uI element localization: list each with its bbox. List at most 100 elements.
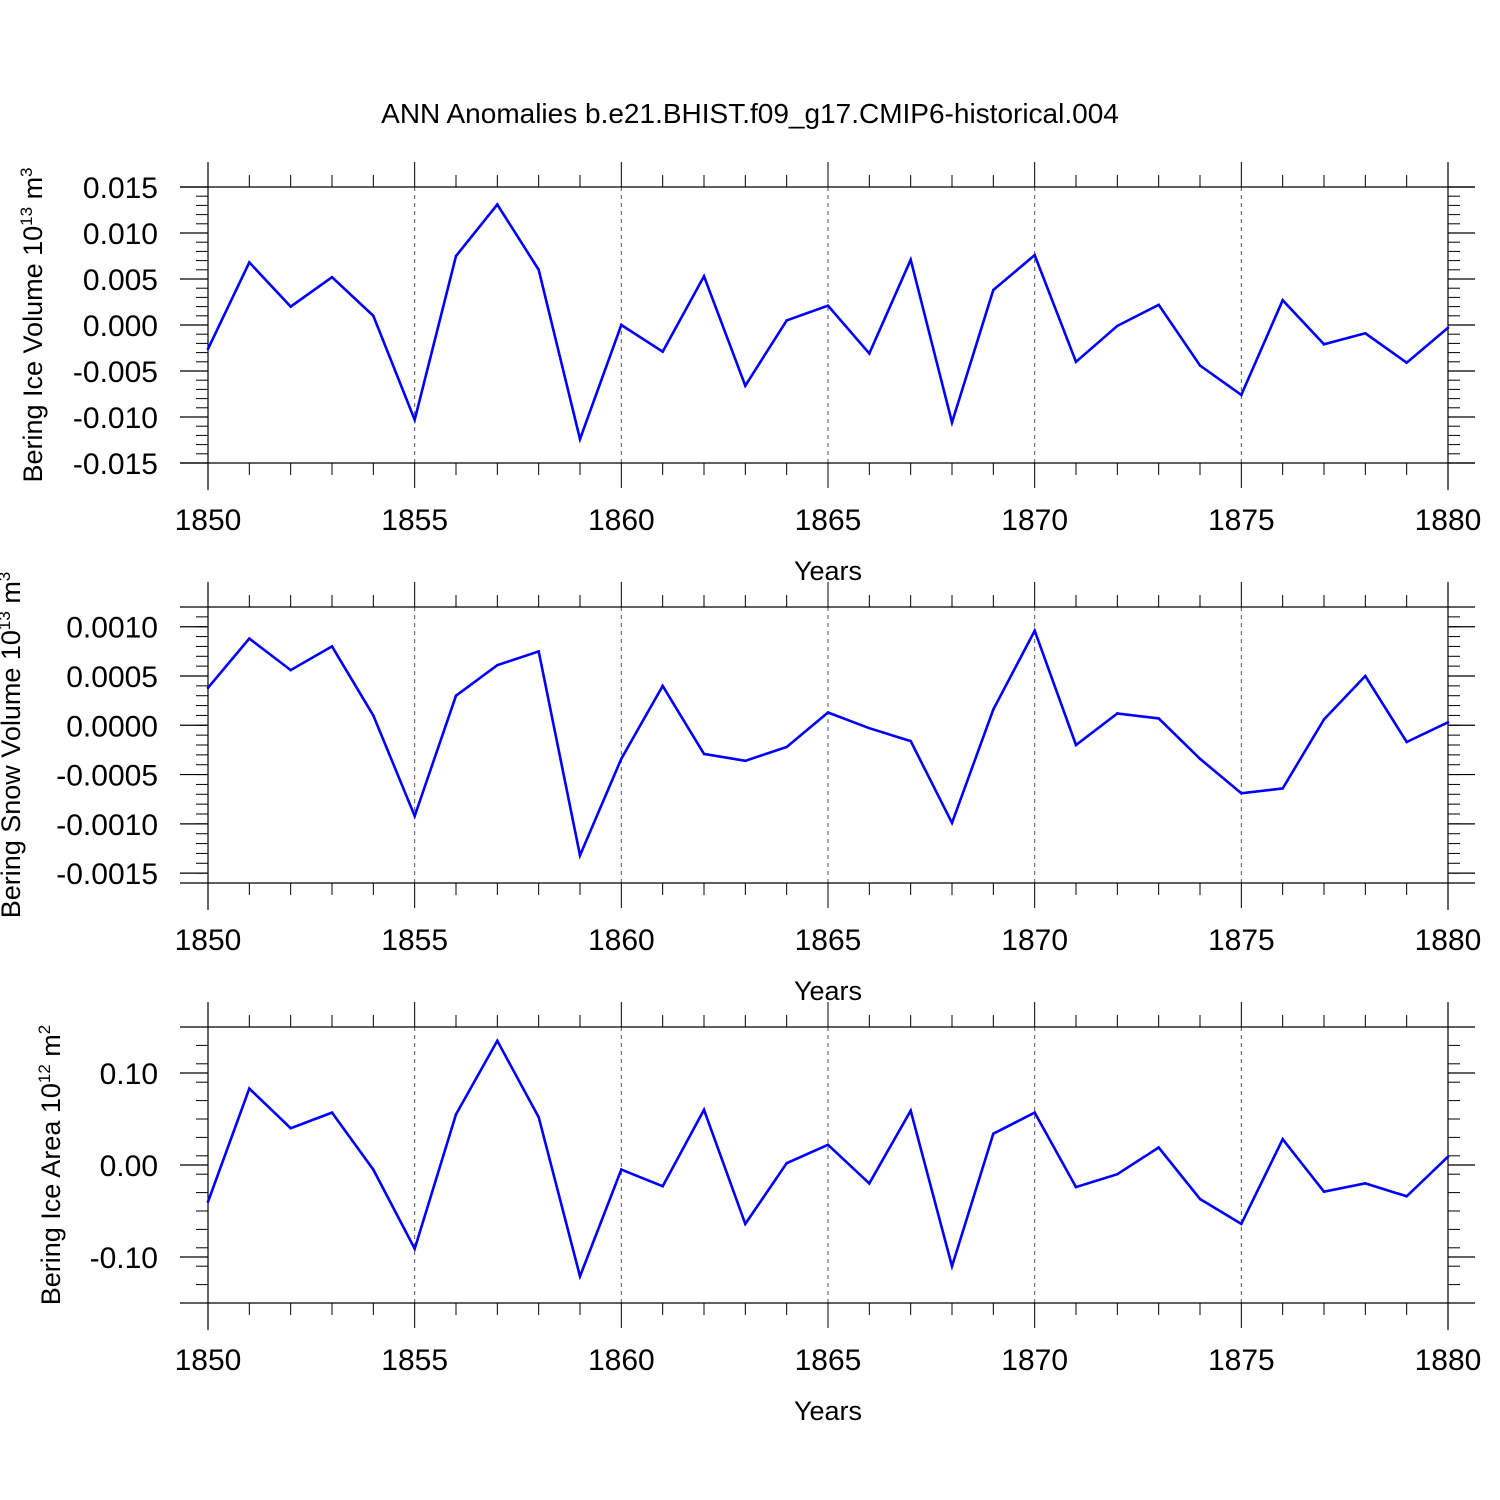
data-point [537, 1115, 540, 1119]
x-tick-label: 1855 [381, 1344, 448, 1377]
data-point [868, 726, 871, 730]
data-point [1281, 1137, 1284, 1141]
y-tick-label: -0.0015 [56, 858, 158, 891]
y-axis-label-superscript: 13 [17, 207, 36, 226]
data-point [785, 319, 788, 322]
panels: -0.015 -0.010 -0.005 0.000 0.005 0.010 0.015 18… [0, 162, 1481, 1426]
data-point [578, 854, 582, 857]
data-point [1364, 1182, 1367, 1185]
data-point [1116, 324, 1119, 328]
data-point [950, 821, 954, 825]
x-tick-label: 1850 [175, 1344, 242, 1377]
data-point [868, 1182, 871, 1185]
data-point [744, 759, 747, 763]
data-point [1074, 1185, 1078, 1189]
data-point [1364, 674, 1367, 678]
data-point [1074, 360, 1078, 364]
x-tick-label: 1850 [175, 504, 242, 537]
data-point [1157, 717, 1160, 720]
y-axis-label-part: Bering Snow Volume 10 [0, 630, 26, 918]
data-point [1322, 343, 1326, 346]
data-point [1446, 721, 1450, 724]
data-point [1033, 629, 1036, 632]
data-point [1405, 740, 1408, 744]
data-point [372, 1168, 375, 1171]
data-point [1116, 1172, 1119, 1176]
data-point [330, 645, 334, 648]
y-tick-label: 0.00 [100, 1150, 158, 1183]
data-point [1157, 303, 1160, 307]
y-axis-label-superscript: 13 [0, 611, 14, 630]
panel-2: -0.0015 -0.0010 -0.0005 0.0000 0.0005 0.0010 1… [0, 572, 1481, 1006]
x-tick-label: 1870 [1001, 1344, 1068, 1377]
x-axis-label: Years [794, 1396, 862, 1426]
y-tick-label: -0.0005 [56, 760, 158, 793]
data-point [826, 1143, 830, 1147]
x-axis-label: Years [794, 976, 862, 1006]
data-point [248, 637, 251, 640]
data-point [1240, 792, 1243, 795]
y-axis-label-part: m [0, 581, 26, 611]
y-axis-label-part: m [18, 177, 48, 207]
data-point [496, 203, 499, 206]
data-point [909, 739, 912, 743]
data-point [206, 1200, 210, 1204]
y-tick-label: 0.0010 [66, 612, 158, 645]
y-axis-label-part: Bering Ice Volume 10 [18, 226, 48, 483]
data-point [620, 757, 623, 761]
data-point [992, 1132, 995, 1136]
data-point [826, 711, 830, 714]
x-tick-label: 1860 [588, 924, 655, 957]
data-point [1198, 1197, 1202, 1201]
y-tick-label: -0.0010 [56, 809, 158, 842]
data-point [992, 708, 995, 711]
data-point [1405, 361, 1408, 365]
data-point [785, 1161, 788, 1165]
data-point [661, 350, 664, 353]
data-point [1322, 1190, 1326, 1193]
y-axis-label: Bering Snow Volume 1013 m3 [0, 572, 26, 919]
data-point [413, 418, 416, 422]
data-point [1322, 718, 1326, 721]
y-tick-label: 0.010 [83, 218, 158, 251]
y-axis-label-superscript: 2 [35, 1025, 54, 1034]
x-tick-label: 1865 [795, 1344, 862, 1377]
data-point [454, 254, 458, 258]
data-point [206, 686, 210, 690]
data-point [1364, 331, 1367, 335]
x-tick-label: 1870 [1001, 504, 1068, 537]
data-point [702, 752, 706, 756]
data-point [1198, 757, 1202, 761]
data-point [909, 1109, 912, 1113]
data-point [1033, 1111, 1036, 1114]
y-axis-label: Bering Ice Volume 1013 m3 [17, 167, 48, 482]
x-tick-label: 1880 [1415, 924, 1482, 957]
y-axis-label: Bering Ice Area 1012 m2 [35, 1025, 66, 1306]
data-point [289, 668, 292, 672]
data-point [661, 1184, 664, 1188]
y-tick-label: -0.015 [73, 448, 158, 481]
y-tick-label: 0.0005 [66, 661, 158, 694]
x-tick-label: 1865 [795, 504, 862, 537]
x-tick-label: 1855 [381, 504, 448, 537]
data-point [744, 384, 747, 388]
data-point [620, 1168, 623, 1171]
x-tick-label: 1870 [1001, 924, 1068, 957]
data-point [1074, 743, 1078, 747]
data-point [1281, 787, 1284, 790]
data-point [1405, 1194, 1408, 1198]
data-point [1446, 326, 1450, 330]
data-point [1198, 364, 1202, 367]
data-point [1446, 1155, 1450, 1159]
data-point [454, 1113, 458, 1116]
data-point [909, 258, 912, 261]
panel-3: -0.10 0.00 0.10 1850 1855 1860 1865 1870 1875 188… [35, 1002, 1481, 1426]
data-point [578, 1275, 582, 1278]
data-point [620, 323, 623, 327]
x-tick-label: 1875 [1208, 1344, 1275, 1377]
y-tick-label: 0.005 [83, 264, 158, 297]
x-tick-label: 1860 [588, 1344, 655, 1377]
data-point [785, 745, 788, 749]
y-axis-label-part: m [36, 1034, 66, 1064]
